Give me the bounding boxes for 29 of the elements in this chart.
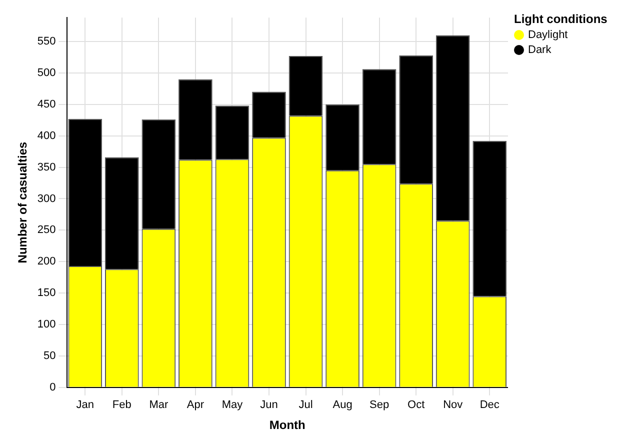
x-tick-label: Nov — [443, 399, 464, 412]
x-tick-label: Jan — [76, 399, 94, 412]
x-tick-label: Oct — [408, 399, 425, 412]
y-axis-title: Number of casualties — [16, 141, 30, 264]
y-tick-label: 500 — [37, 66, 56, 79]
y-tick-label: 50 — [44, 350, 56, 362]
x-tick-label: Aug — [332, 399, 352, 412]
x-axis-title: Month — [269, 418, 306, 432]
x-tick-label: Apr — [186, 399, 204, 412]
y-tick-label: 250 — [37, 224, 56, 236]
legend-label: Daylight — [528, 29, 568, 41]
x-tick-label: Jul — [298, 399, 313, 412]
y-tick-label: 200 — [37, 256, 56, 268]
y-tick-label: 450 — [37, 98, 56, 110]
y-tick-label: 300 — [37, 192, 56, 205]
y-tick-label: 150 — [37, 287, 56, 300]
x-tick-label: Sep — [370, 399, 390, 412]
y-tick-label: 100 — [37, 318, 56, 331]
x-tick-label: May — [222, 399, 244, 412]
y-tick-label: 350 — [37, 161, 56, 174]
x-tick-label: Jun — [260, 399, 278, 412]
legend-title: Light conditions — [514, 12, 608, 26]
x-tick-label: Mar — [149, 399, 168, 412]
legend-label: Dark — [528, 44, 552, 56]
x-tick-label: Feb — [112, 399, 132, 412]
y-tick-label: 0 — [50, 381, 56, 394]
y-tick-label: 550 — [37, 36, 56, 48]
x-tick-label: Dec — [480, 399, 500, 412]
y-tick-label: 400 — [37, 130, 56, 142]
